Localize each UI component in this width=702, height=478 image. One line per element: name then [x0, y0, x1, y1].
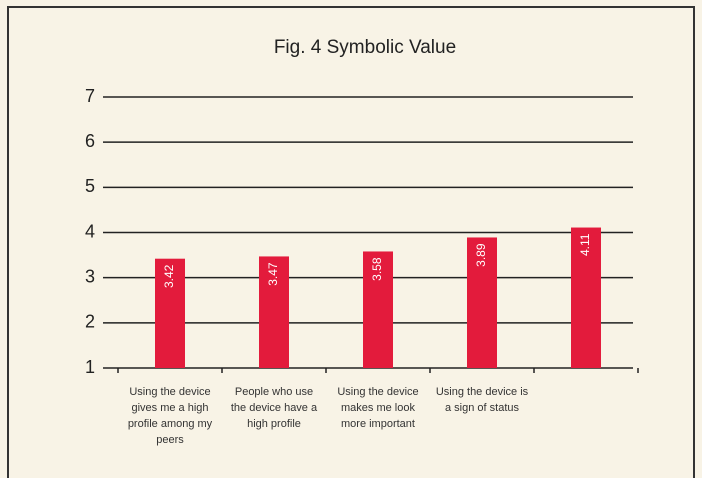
bar [571, 227, 601, 368]
y-tick-label: 7 [85, 86, 95, 106]
x-tick-label: People who use the device have a high pr… [230, 386, 318, 430]
bar-value-label: 3.47 [266, 262, 280, 286]
bar-value-label: 4.11 [578, 233, 592, 256]
y-tick-label: 6 [85, 131, 95, 151]
bar [259, 256, 289, 368]
bar [155, 258, 185, 368]
y-tick-label: 1 [85, 357, 95, 377]
bar-value-label: 3.42 [162, 264, 176, 288]
bar-value-label: 3.58 [370, 257, 384, 281]
bar [467, 237, 497, 368]
y-tick-label: 5 [85, 176, 95, 196]
x-tick-label: Using the device makes me look more impo… [337, 386, 419, 430]
chart-title: Fig. 4 Symbolic Value [274, 37, 456, 58]
y-tick-label: 2 [85, 312, 95, 332]
y-tick-label: 4 [85, 221, 95, 241]
bar [363, 251, 393, 368]
x-tick-label: Using the device gives me a high profile… [127, 386, 213, 446]
frame [7, 6, 695, 478]
x-tick-label: Using the device is a sign of status [435, 386, 529, 414]
y-tick-label: 3 [85, 266, 95, 286]
bar-value-label: 3.89 [474, 243, 488, 267]
